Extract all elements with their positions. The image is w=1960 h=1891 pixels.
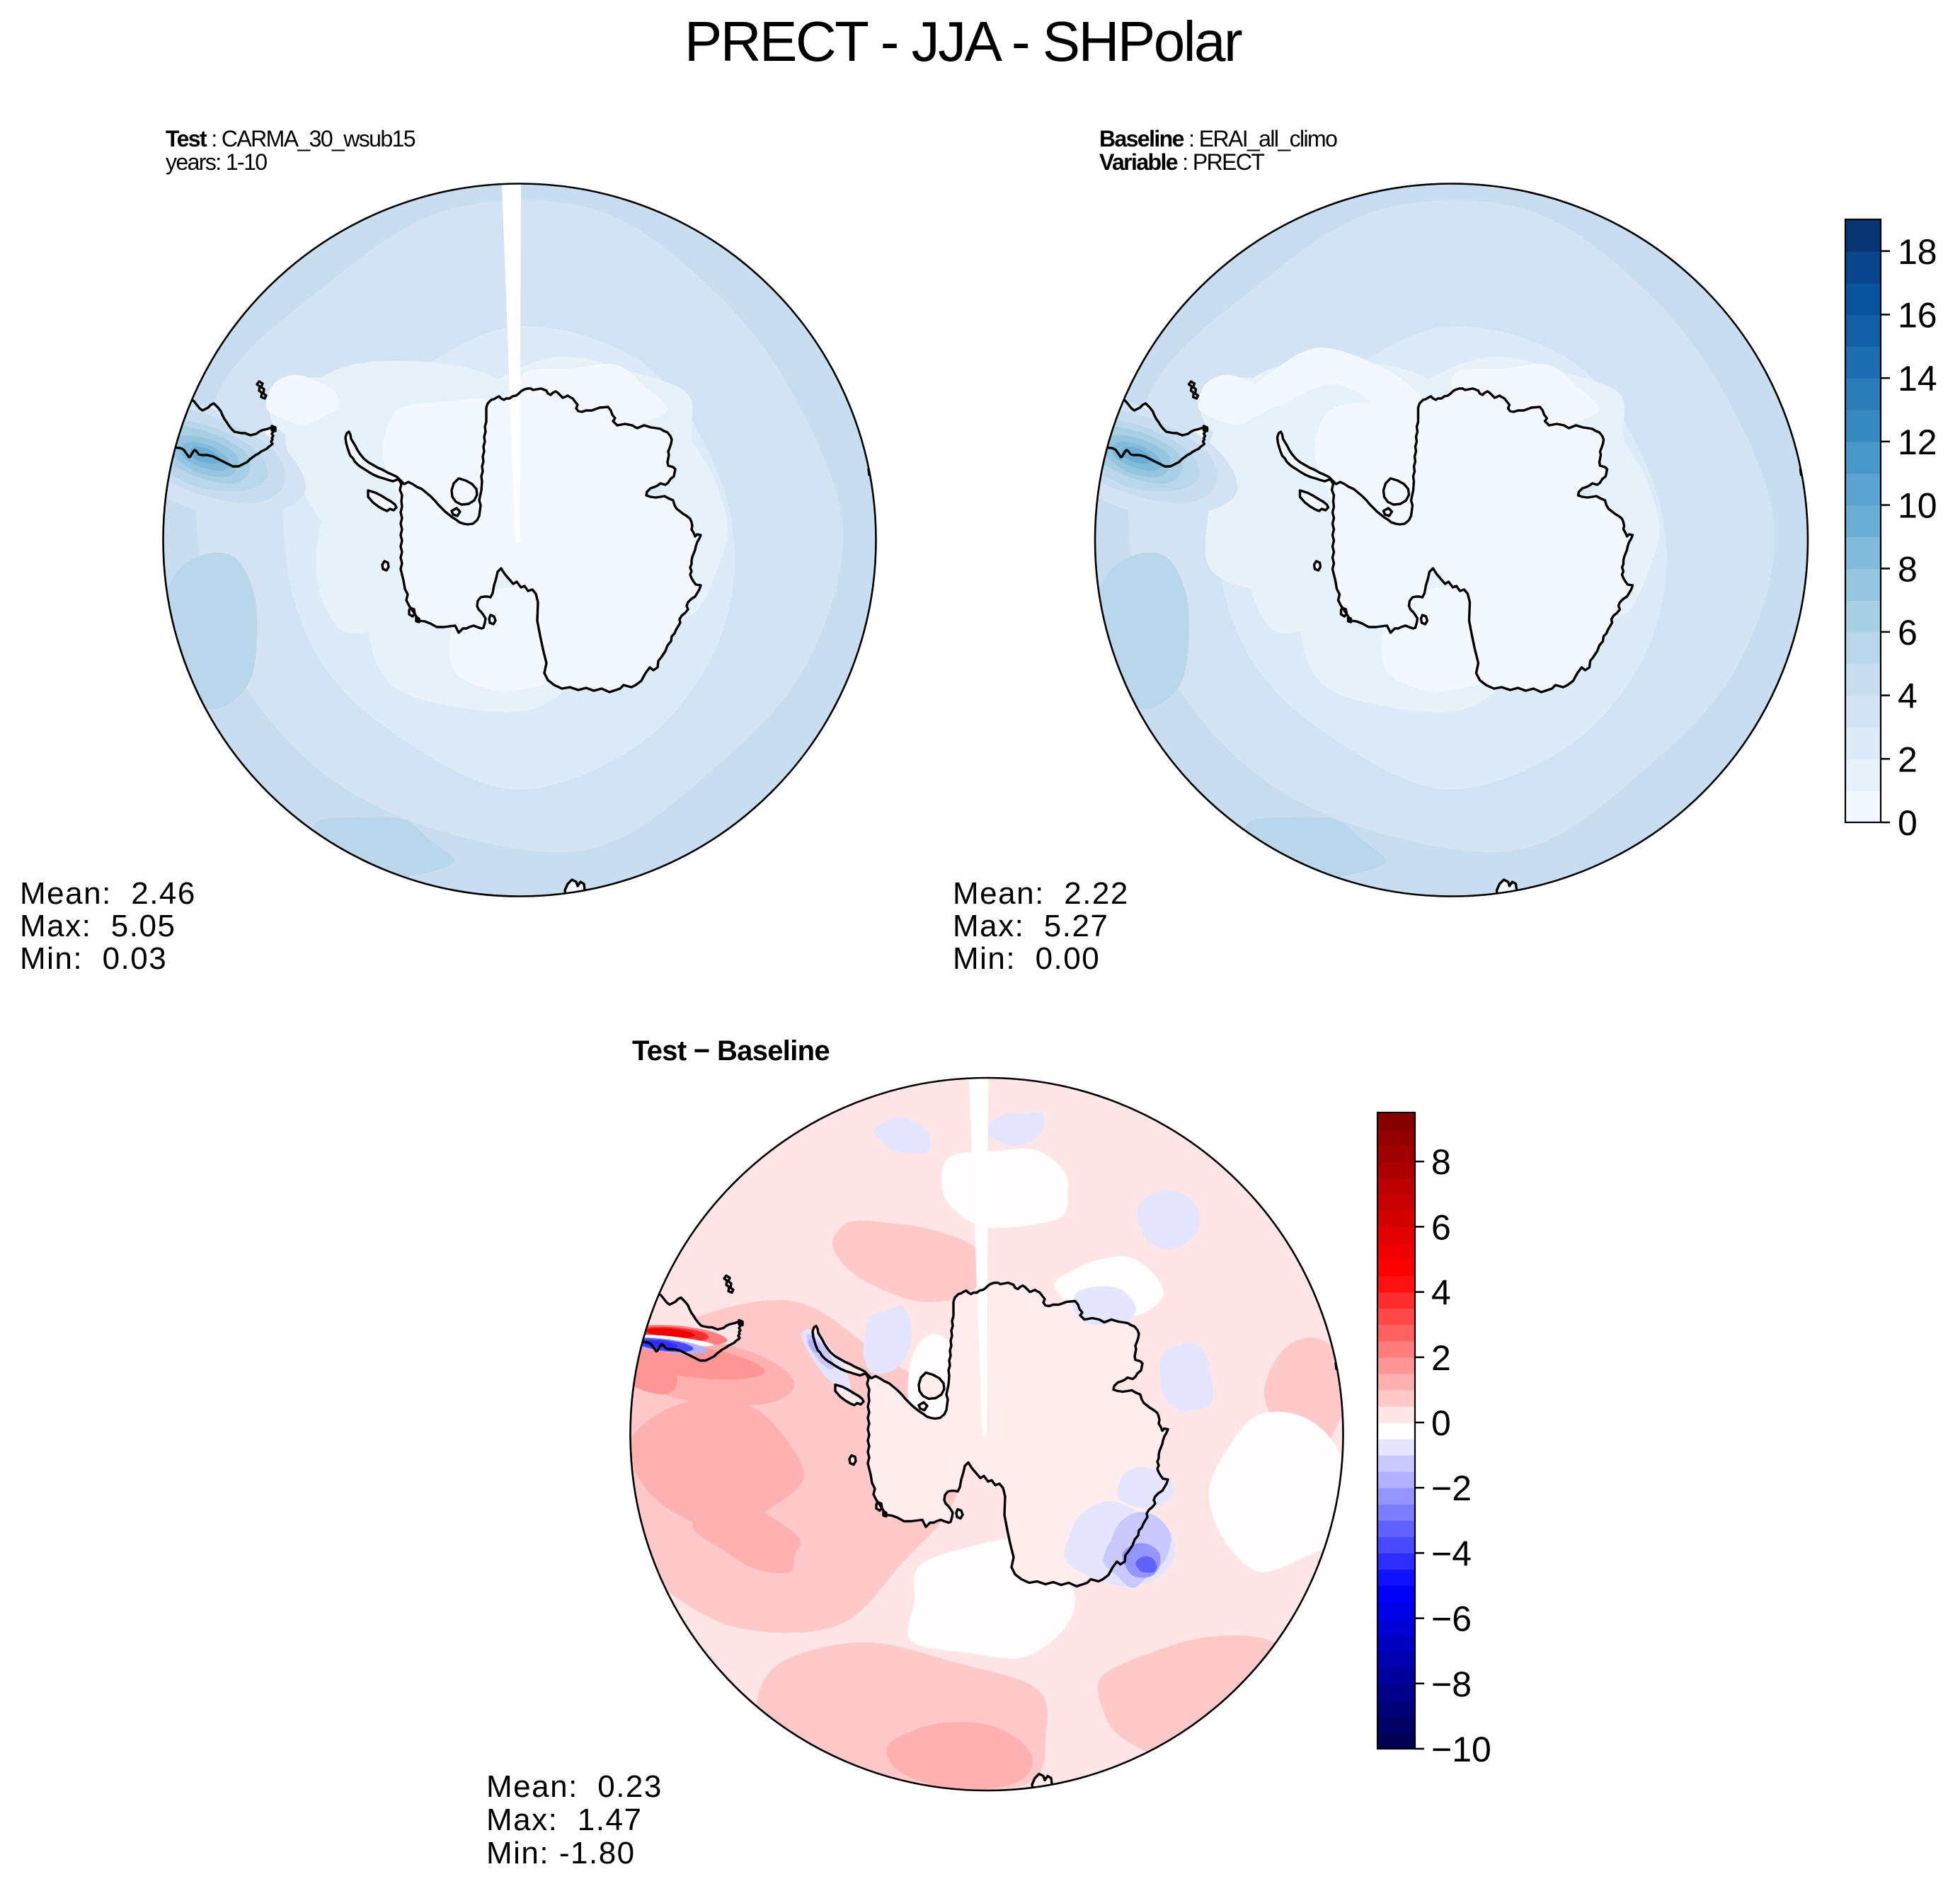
svg-text:6: 6 bbox=[1898, 613, 1918, 653]
svg-text:years: 1-10: years: 1-10 bbox=[166, 149, 267, 175]
svg-text:Max: 5.27: Max: 5.27 bbox=[953, 909, 1108, 943]
svg-text:2: 2 bbox=[1431, 1338, 1451, 1378]
svg-text:8: 8 bbox=[1431, 1142, 1451, 1182]
svg-text:Mean: 2.22: Mean: 2.22 bbox=[953, 876, 1129, 911]
svg-text:Mean: 2.46: Mean: 2.46 bbox=[20, 876, 196, 911]
svg-text:8: 8 bbox=[1898, 549, 1918, 589]
svg-text:4: 4 bbox=[1898, 677, 1918, 716]
svg-text:4: 4 bbox=[1431, 1273, 1451, 1313]
svg-text:−8: −8 bbox=[1431, 1665, 1472, 1704]
svg-text:−2: −2 bbox=[1431, 1468, 1472, 1508]
svg-text:6: 6 bbox=[1431, 1207, 1451, 1247]
svg-text:Max: 5.05: Max: 5.05 bbox=[20, 909, 176, 943]
svg-text:Test − Baseline: Test − Baseline bbox=[632, 1035, 830, 1067]
svg-text:10: 10 bbox=[1898, 486, 1937, 526]
svg-text:Test : CARMA_30_wsub15: Test : CARMA_30_wsub15 bbox=[166, 126, 416, 151]
svg-text:Min: 0.00: Min: 0.00 bbox=[953, 941, 1100, 976]
svg-text:PRECT - JJA - SHPolar: PRECT - JJA - SHPolar bbox=[684, 10, 1242, 73]
svg-text:Mean: 0.23: Mean: 0.23 bbox=[486, 1769, 663, 1804]
svg-text:Max: 1.47: Max: 1.47 bbox=[486, 1803, 642, 1837]
svg-text:14: 14 bbox=[1898, 359, 1937, 398]
svg-text:−10: −10 bbox=[1431, 1730, 1491, 1769]
svg-text:Variable : PRECT: Variable : PRECT bbox=[1099, 149, 1264, 175]
svg-text:12: 12 bbox=[1898, 423, 1937, 462]
svg-text:2: 2 bbox=[1898, 740, 1918, 779]
svg-text:0: 0 bbox=[1898, 803, 1918, 843]
svg-text:−6: −6 bbox=[1431, 1599, 1472, 1639]
svg-text:18: 18 bbox=[1898, 232, 1937, 272]
svg-text:Min: -1.80: Min: -1.80 bbox=[486, 1836, 636, 1870]
svg-text:16: 16 bbox=[1898, 296, 1937, 335]
svg-text:Baseline : ERAI_all_climo: Baseline : ERAI_all_climo bbox=[1099, 126, 1337, 151]
svg-text:0: 0 bbox=[1431, 1403, 1451, 1443]
svg-text:−4: −4 bbox=[1431, 1534, 1472, 1573]
svg-text:Min: 0.03: Min: 0.03 bbox=[20, 941, 167, 976]
